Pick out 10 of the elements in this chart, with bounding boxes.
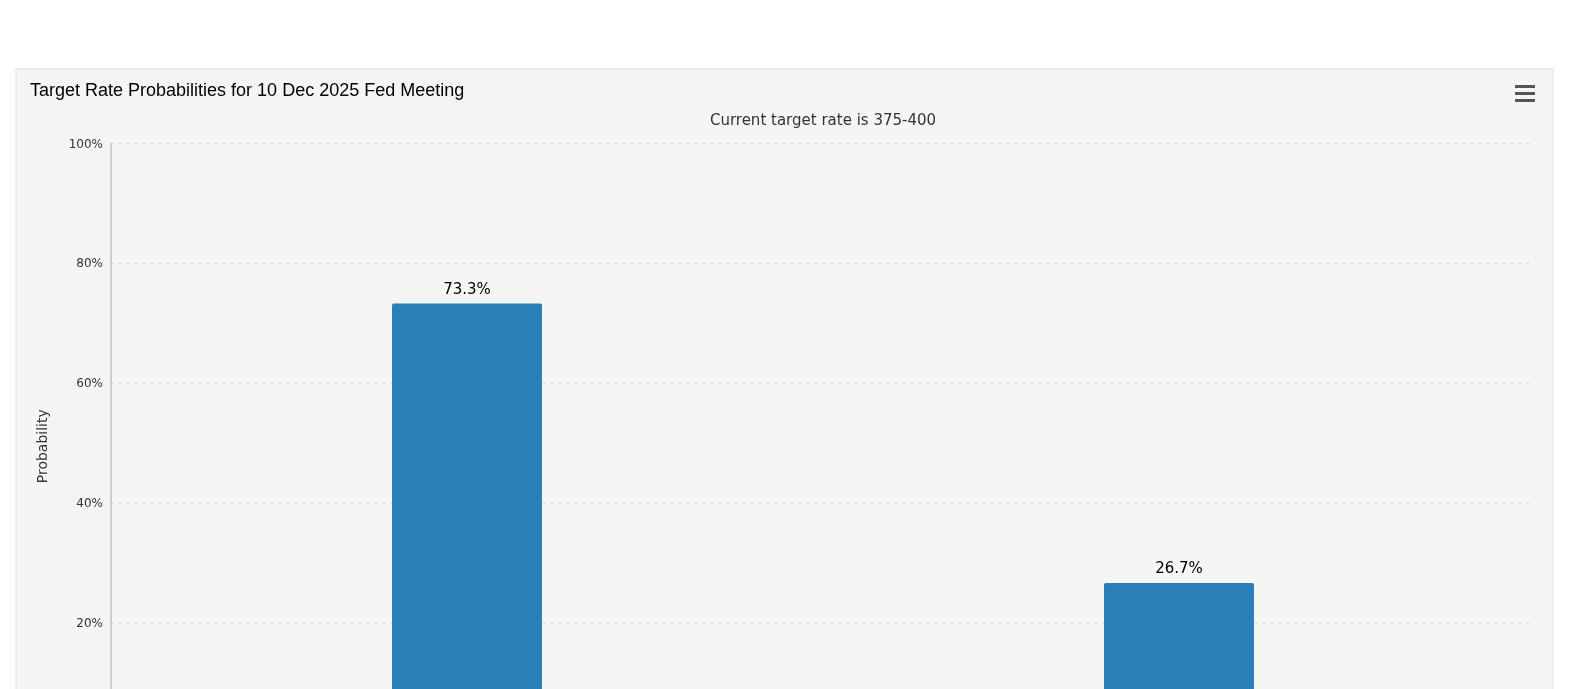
y-tick-label: 40% <box>76 496 103 511</box>
chart-subtitle: Current target rate is 375-400 <box>709 111 937 129</box>
y-tick-label: 20% <box>76 616 103 631</box>
y-tick-label: 60% <box>76 376 103 391</box>
data-label: 26.7% <box>1155 558 1203 577</box>
chart-title: Target Rate Probabilities for 10 Dec 2025 Fed Meeting <box>30 80 465 100</box>
data-label: 73.3% <box>443 279 491 298</box>
y-tick-label: 100% <box>68 136 103 151</box>
y-axis-title: Probability <box>34 409 50 484</box>
y-tick-label: 80% <box>76 256 103 271</box>
